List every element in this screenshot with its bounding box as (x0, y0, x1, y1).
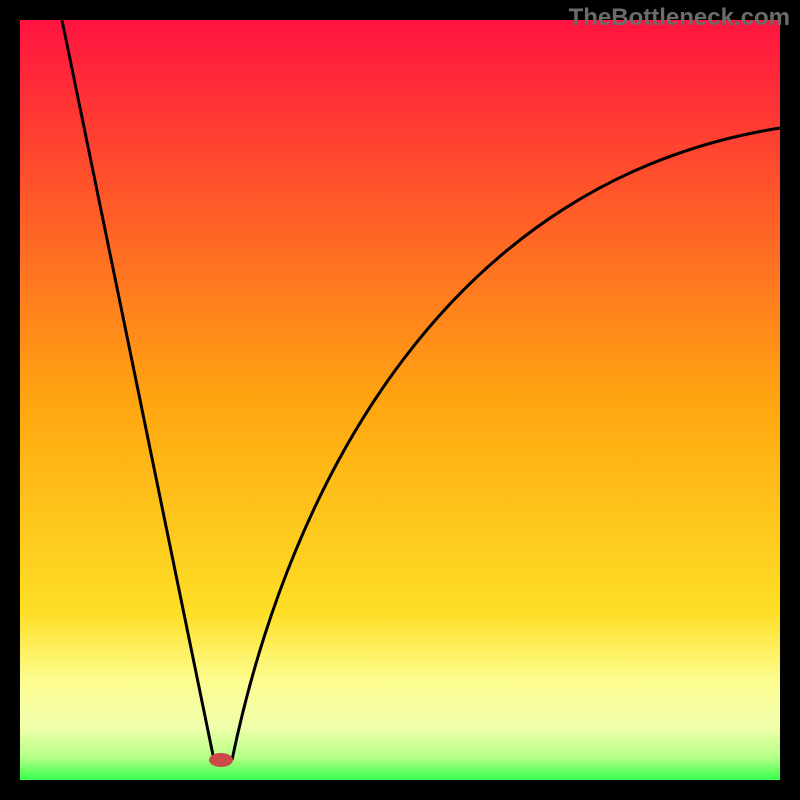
chart-frame: TheBottleneck.com (0, 0, 800, 800)
optimum-marker (209, 753, 233, 767)
plot-area (20, 20, 780, 780)
chart-svg (0, 0, 800, 800)
watermark-text: TheBottleneck.com (569, 4, 790, 32)
